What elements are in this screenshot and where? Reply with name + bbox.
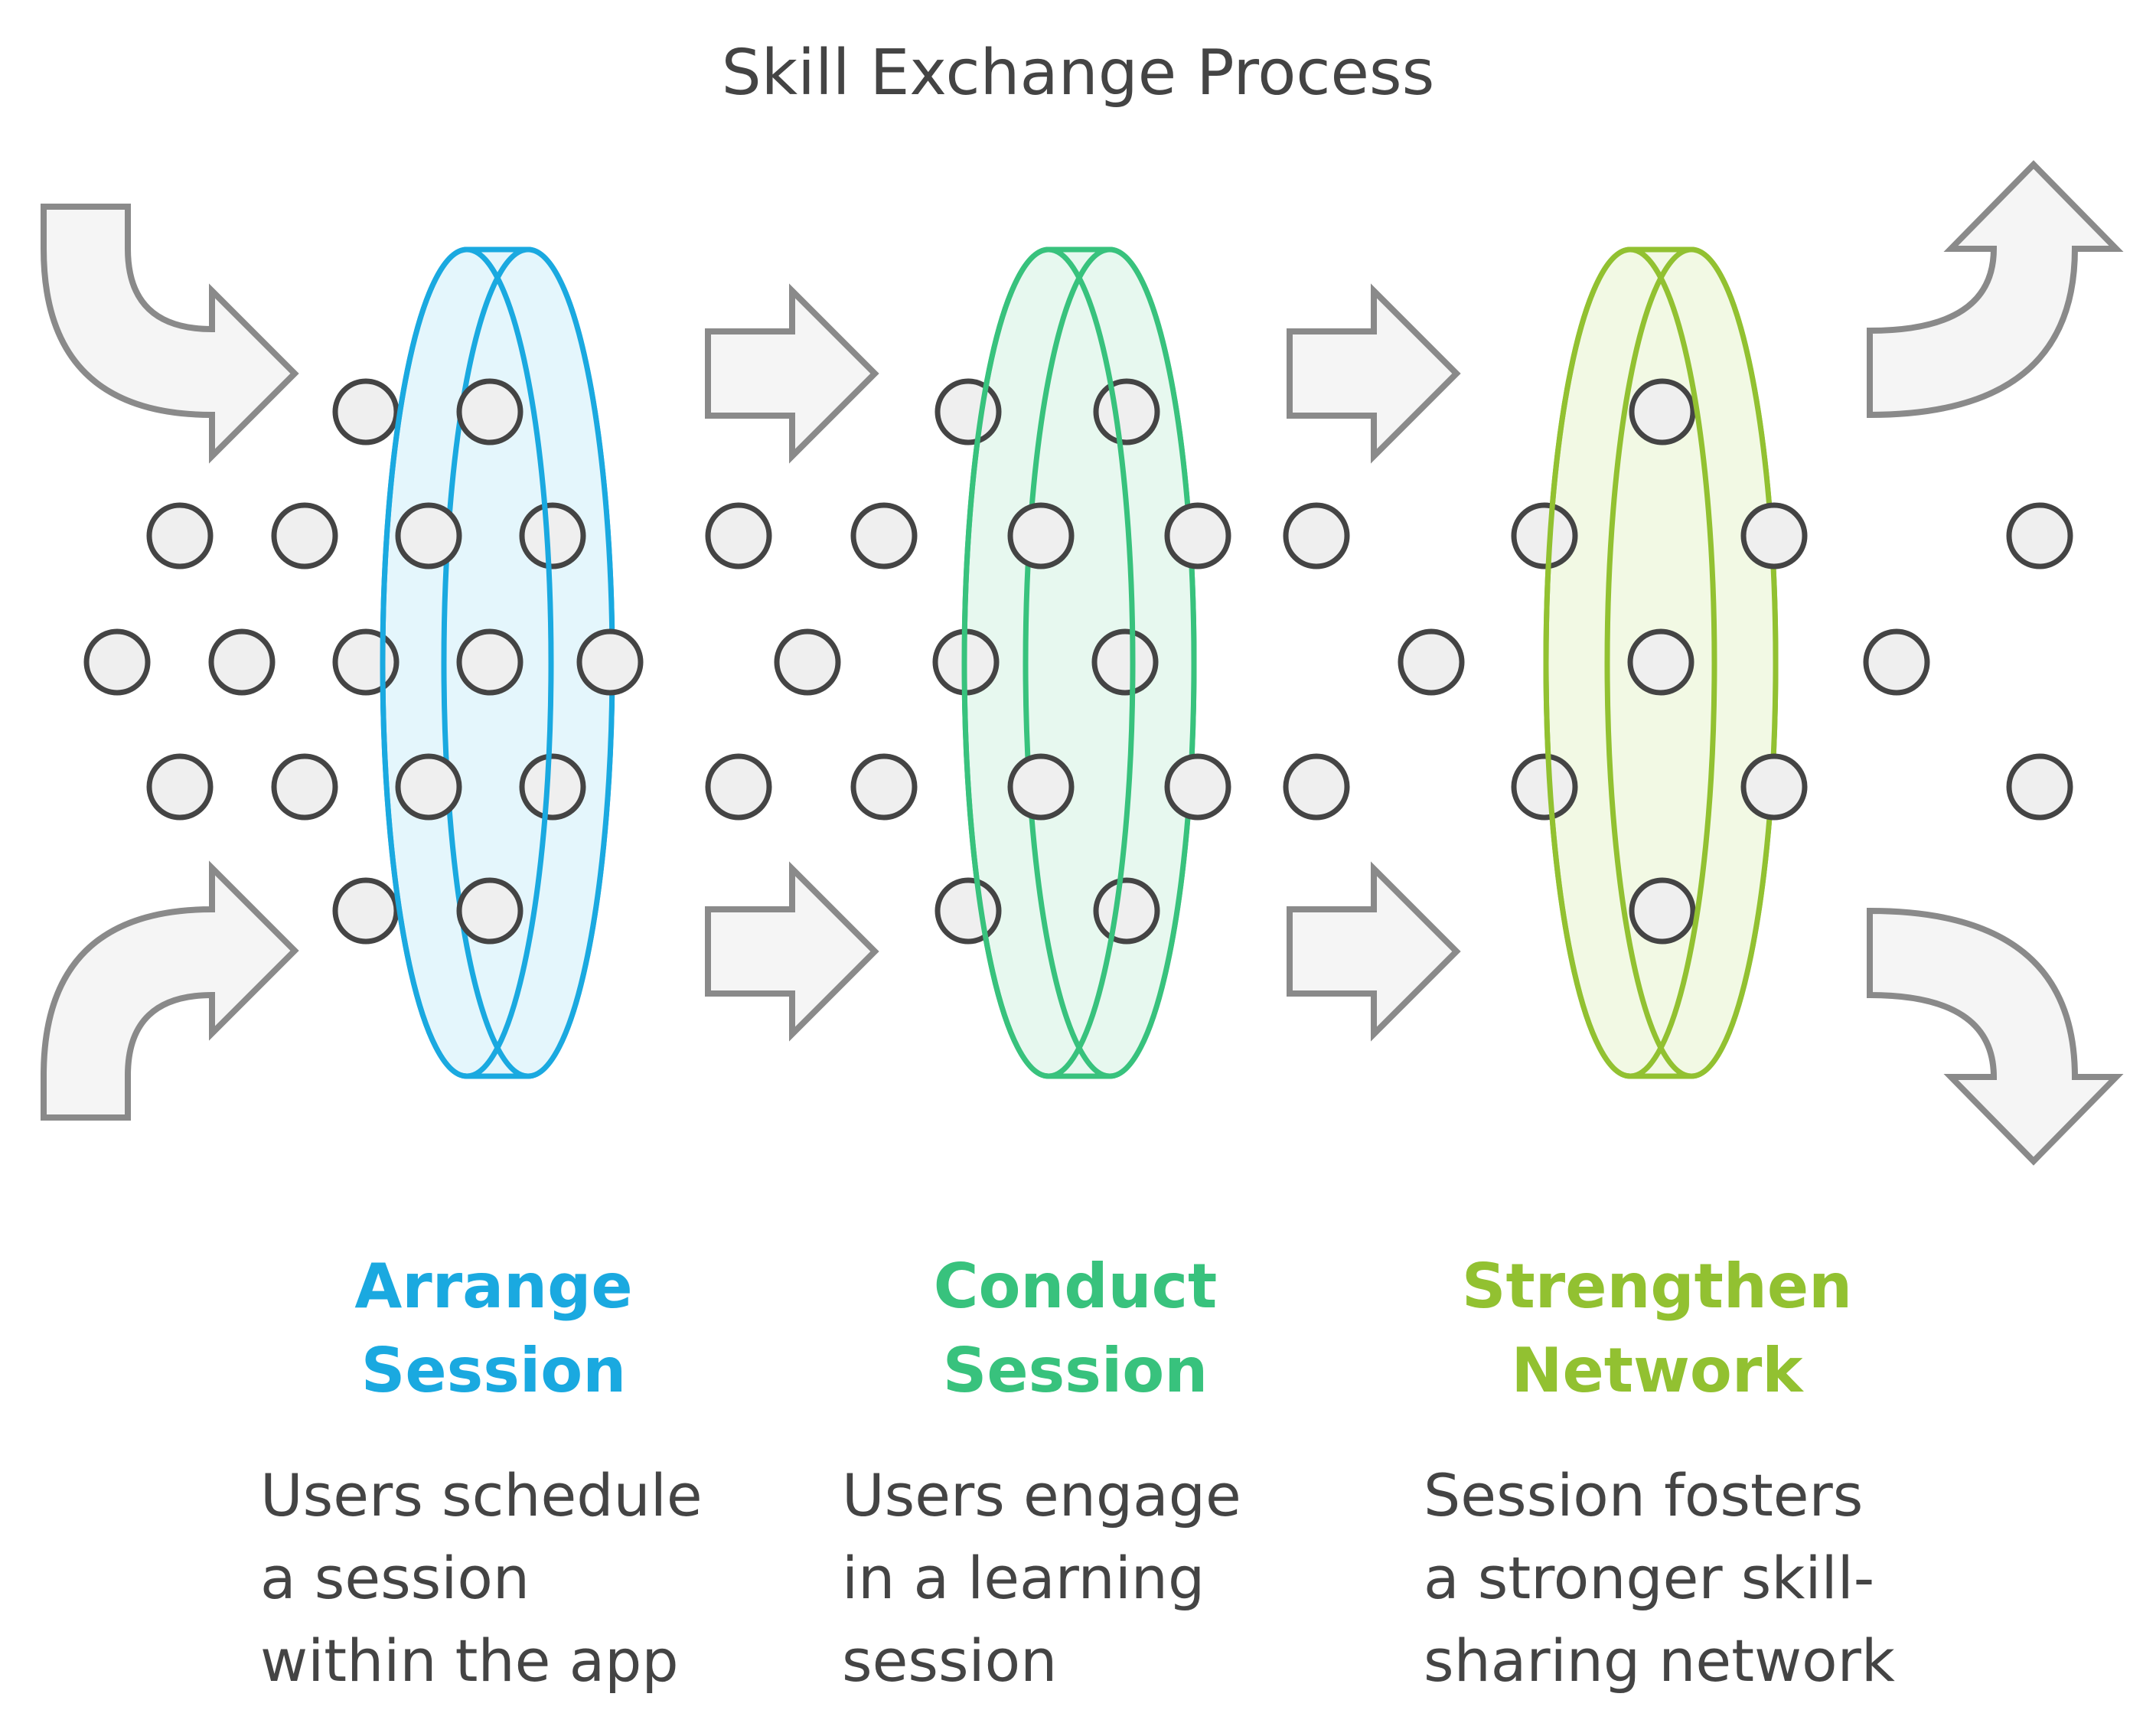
dot bbox=[271, 502, 338, 569]
straight-arrows bbox=[705, 283, 1461, 1042]
straight-arrow bbox=[705, 283, 879, 464]
stage-description-conduct: Users engage in a learning session bbox=[842, 1461, 1241, 1695]
dot bbox=[332, 628, 400, 696]
dot bbox=[705, 502, 772, 569]
curved-arrow-out-bottom bbox=[1867, 907, 2124, 1166]
dot bbox=[2006, 753, 2073, 821]
dot bbox=[271, 753, 338, 821]
dot bbox=[1629, 877, 1696, 945]
dot bbox=[1511, 753, 1578, 821]
stage-rings-front bbox=[380, 246, 1717, 1079]
ring-front-ellipse bbox=[1543, 246, 1717, 1079]
straight-arrow bbox=[705, 861, 879, 1042]
dot bbox=[332, 378, 400, 445]
dot bbox=[1091, 628, 1159, 696]
dot bbox=[1007, 753, 1075, 821]
dot bbox=[1627, 628, 1694, 696]
dot bbox=[1164, 753, 1231, 821]
stage-title-line: Session bbox=[942, 1335, 1208, 1406]
dot bbox=[774, 628, 841, 696]
dot bbox=[1007, 502, 1075, 569]
straight-arrow bbox=[1287, 283, 1461, 464]
dot bbox=[456, 628, 524, 696]
ring-front-ellipse bbox=[961, 246, 1136, 1079]
curved-arrow-in-top bbox=[41, 204, 299, 464]
dot bbox=[1283, 753, 1350, 821]
dot bbox=[395, 502, 462, 569]
dot bbox=[1283, 502, 1350, 569]
stage-title-line: Conduct bbox=[933, 1251, 1218, 1322]
dot bbox=[934, 877, 1002, 945]
dot bbox=[519, 753, 586, 821]
dot bbox=[1740, 502, 1808, 569]
dot bbox=[1164, 502, 1231, 569]
dot bbox=[1629, 378, 1696, 445]
dot bbox=[1398, 628, 1465, 696]
dot bbox=[1740, 753, 1808, 821]
dot bbox=[395, 753, 462, 821]
dot bbox=[83, 628, 151, 696]
stage-title-conduct: Conduct Session bbox=[807, 1245, 1343, 1413]
stage-title-arrange: Arrange Session bbox=[226, 1245, 762, 1413]
dot bbox=[576, 628, 644, 696]
stage-title-line: Strengthen bbox=[1461, 1251, 1853, 1322]
dot bbox=[1511, 502, 1578, 569]
curved-arrow-in-bottom bbox=[41, 860, 299, 1121]
dot bbox=[332, 877, 400, 945]
stage-title-strengthen: Strengthen Network bbox=[1389, 1245, 1925, 1413]
dot bbox=[705, 753, 772, 821]
ring-front-ellipse bbox=[380, 246, 554, 1079]
stage-title-line: Arrange bbox=[354, 1251, 633, 1322]
dot bbox=[208, 628, 276, 696]
dot bbox=[934, 378, 1002, 445]
stage-title-line: Network bbox=[1511, 1335, 1803, 1406]
stage-description-strengthen: Session fosters a stronger skill- sharin… bbox=[1424, 1461, 1895, 1695]
dot bbox=[456, 378, 524, 445]
dot bbox=[850, 502, 918, 569]
dot bbox=[1093, 378, 1160, 445]
curved-arrow-out-top bbox=[1867, 160, 2124, 419]
diagram-title: Skill Exchange Process bbox=[721, 37, 1435, 109]
dot bbox=[850, 753, 918, 821]
dot bbox=[146, 753, 214, 821]
stage-title-line: Session bbox=[360, 1335, 627, 1406]
straight-arrow bbox=[1287, 861, 1461, 1042]
dot bbox=[1093, 877, 1160, 945]
dot bbox=[1863, 628, 1930, 696]
stage-description-arrange: Users schedule a session within the app bbox=[260, 1461, 703, 1695]
dot bbox=[146, 502, 214, 569]
dot bbox=[519, 502, 586, 569]
dot bbox=[456, 877, 524, 945]
dot bbox=[2006, 502, 2073, 569]
dot-field bbox=[83, 378, 2073, 945]
